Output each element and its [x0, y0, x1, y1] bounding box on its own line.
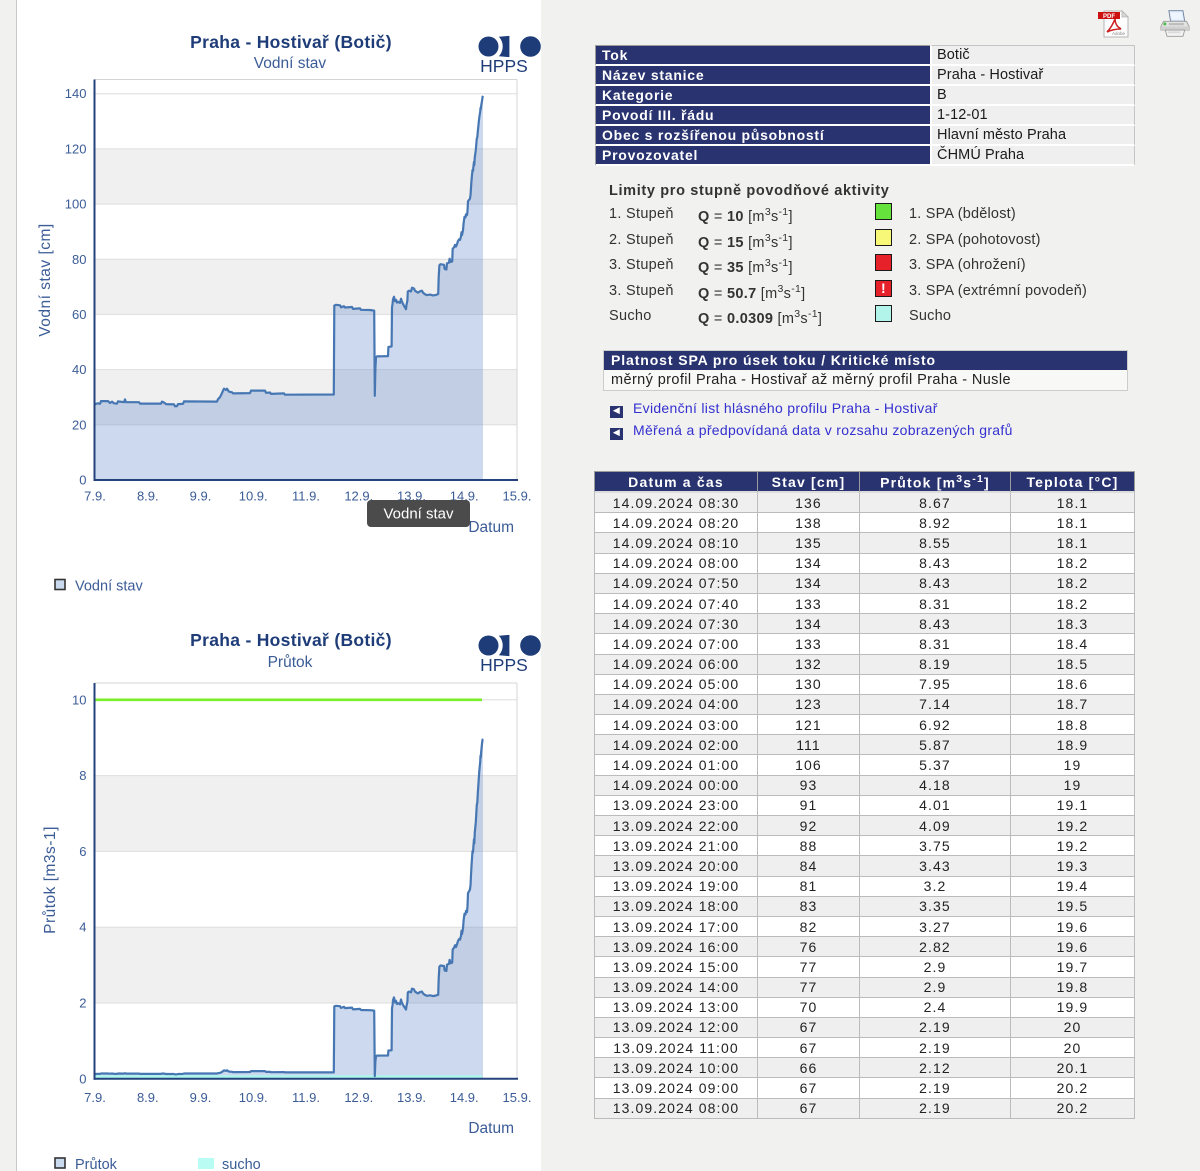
svg-text:0: 0 — [79, 1071, 86, 1086]
svg-text:13.9.: 13.9. — [397, 489, 426, 504]
svg-text:Datum: Datum — [468, 519, 514, 536]
svg-text:14.9.: 14.9. — [450, 489, 479, 504]
svg-text:Vodní stav: Vodní stav — [75, 579, 143, 595]
svg-text:10.9.: 10.9. — [239, 489, 268, 504]
svg-text:PDF: PDF — [1103, 14, 1115, 20]
svg-text:10.9.: 10.9. — [239, 1090, 268, 1105]
svg-text:Datum: Datum — [468, 1120, 514, 1137]
svg-text:Praha - Hostivař (Botič): Praha - Hostivař (Botič) — [190, 32, 392, 52]
svg-text:9.9.: 9.9. — [190, 1090, 212, 1105]
svg-text:2: 2 — [79, 996, 86, 1011]
svg-text:11.9.: 11.9. — [292, 1090, 320, 1105]
svg-text:7.9.: 7.9. — [84, 489, 106, 504]
svg-text:20: 20 — [72, 417, 86, 432]
svg-text:12.9.: 12.9. — [344, 489, 373, 504]
svg-text:8.9.: 8.9. — [137, 1090, 159, 1105]
svg-text:0: 0 — [79, 473, 86, 488]
svg-text:sucho: sucho — [222, 1157, 261, 1171]
svg-text:11.9.: 11.9. — [292, 489, 320, 504]
svg-text:15.9.: 15.9. — [503, 1090, 532, 1105]
svg-text:Adobe: Adobe — [1112, 31, 1126, 36]
svg-text:Průtok: Průtok — [268, 654, 313, 671]
svg-text:15.9.: 15.9. — [503, 489, 532, 504]
svg-text:Průtok: Průtok — [75, 1157, 118, 1171]
svg-text:80: 80 — [72, 252, 86, 267]
svg-text:Praha - Hostivař (Botič): Praha - Hostivař (Botič) — [190, 630, 392, 650]
svg-text:Průtok [m3s-1]: Průtok [m3s-1] — [42, 826, 59, 934]
svg-text:HPPS: HPPS — [480, 56, 528, 76]
svg-text:8: 8 — [79, 768, 86, 783]
svg-text:8.9.: 8.9. — [137, 489, 159, 504]
svg-text:7.9.: 7.9. — [84, 1090, 106, 1105]
svg-text:6: 6 — [79, 844, 86, 859]
svg-text:4: 4 — [79, 920, 86, 935]
svg-text:HPPS: HPPS — [480, 655, 528, 675]
svg-text:60: 60 — [72, 307, 86, 322]
svg-text:Vodní stav: Vodní stav — [254, 55, 327, 72]
svg-text:Vodní stav [cm]: Vodní stav [cm] — [37, 223, 54, 336]
svg-text:100: 100 — [65, 197, 87, 212]
svg-text:14.9.: 14.9. — [450, 1090, 479, 1105]
svg-text:Vodní stav: Vodní stav — [383, 506, 454, 523]
svg-text:120: 120 — [65, 141, 87, 156]
svg-text:10: 10 — [72, 692, 86, 707]
svg-text:40: 40 — [72, 362, 86, 377]
svg-text:13.9.: 13.9. — [397, 1090, 426, 1105]
svg-text:12.9.: 12.9. — [344, 1090, 373, 1105]
svg-text:140: 140 — [65, 86, 87, 101]
svg-text:9.9.: 9.9. — [190, 489, 212, 504]
